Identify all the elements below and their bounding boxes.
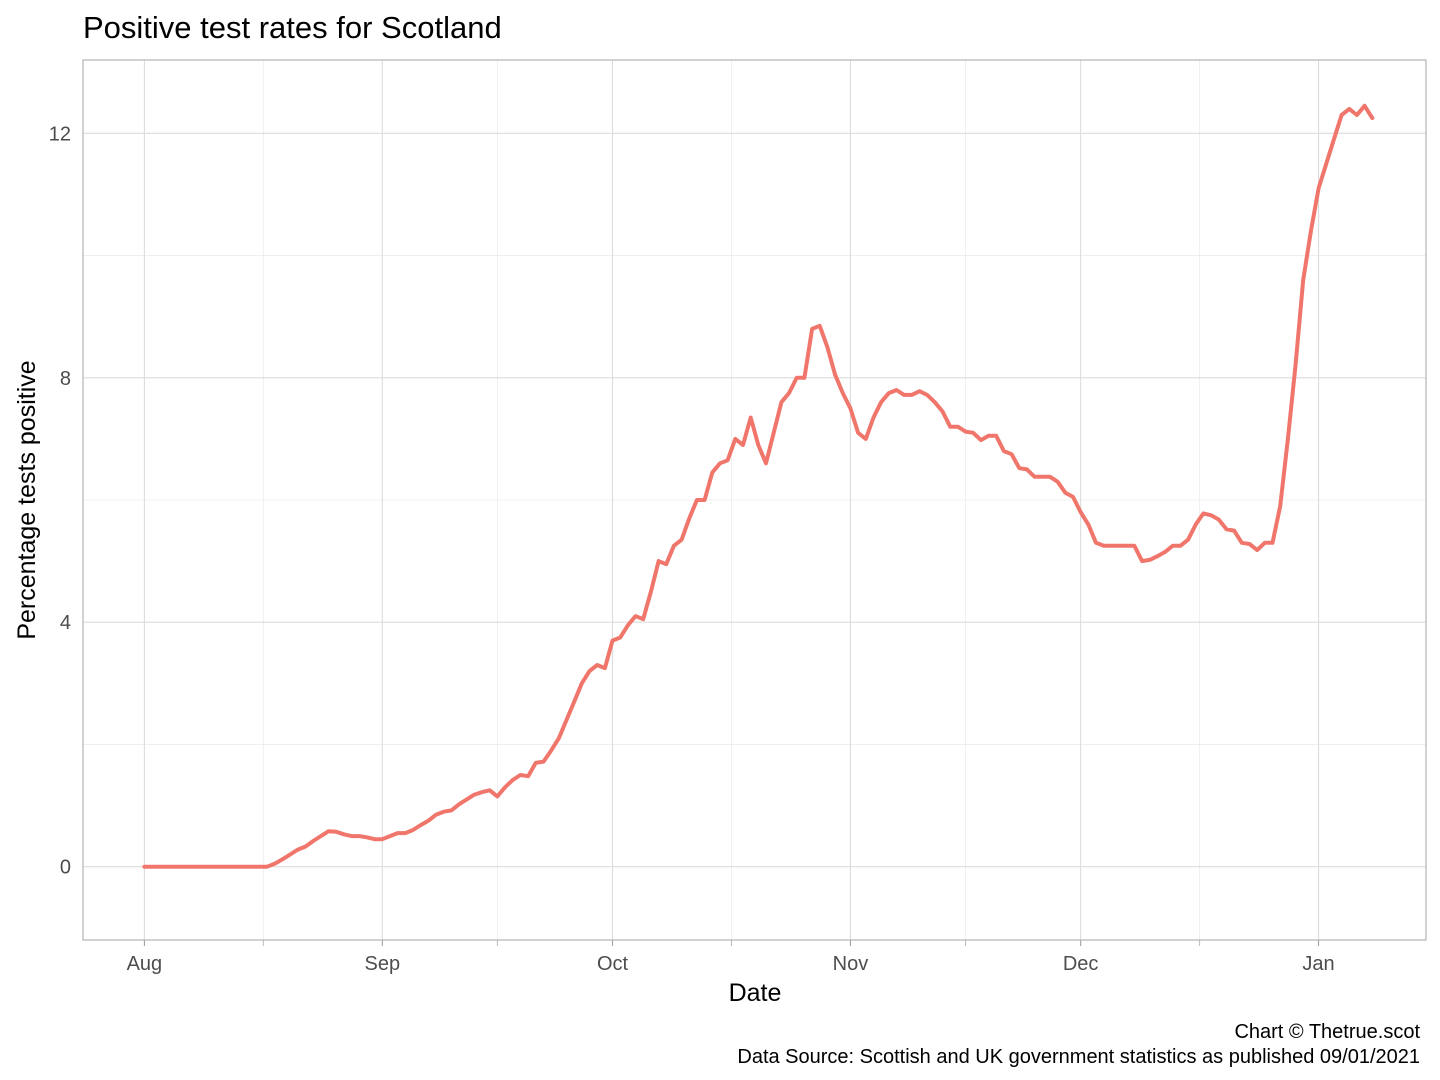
y-axis-tick-labels: 0 4 8 12 [49, 123, 71, 878]
y-tick-label: 4 [60, 612, 71, 634]
major-gridlines-x [143, 60, 1320, 946]
chart-credit: Chart © Thetrue.scot [1234, 1021, 1420, 1043]
x-tick-label: Nov [833, 953, 869, 975]
x-axis-title: Date [729, 979, 782, 1007]
y-tick-label: 12 [49, 123, 71, 145]
series-line-positive-rate [142, 103, 1375, 869]
x-tick-label: Oct [597, 953, 629, 975]
y-axis-title: Percentage tests positive [13, 360, 41, 639]
x-axis-tick-labels: Aug Sep Oct Nov Dec Jan [127, 953, 1335, 975]
minor-gridlines-x [262, 60, 1201, 946]
x-tick-label: Sep [365, 953, 401, 975]
minor-gridlines-y [83, 255, 1426, 745]
x-tick-label: Jan [1302, 953, 1334, 975]
y-tick-label: 8 [60, 368, 71, 390]
panel-border [82, 59, 1427, 941]
data-source-caption: Data Source: Scottish and UK government … [737, 1046, 1420, 1068]
major-gridlines-y [83, 132, 1426, 868]
chart-title: Positive test rates for Scotland [83, 10, 502, 45]
x-tick-label: Dec [1063, 953, 1099, 975]
x-tick-label: Aug [127, 953, 163, 975]
y-tick-label: 0 [60, 857, 71, 879]
